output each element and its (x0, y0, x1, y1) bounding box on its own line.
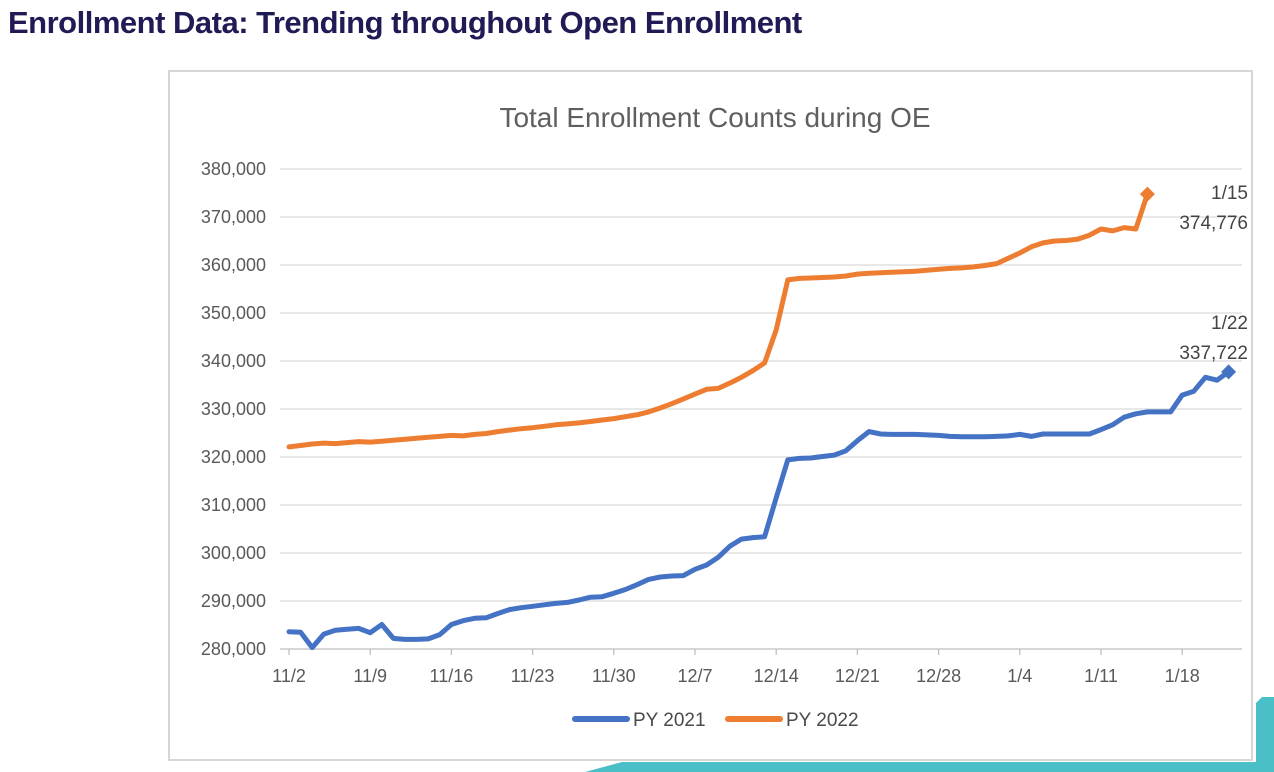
legend-item-py-2021: PY 2021 (572, 710, 706, 731)
svg-text:12/21: 12/21 (835, 666, 880, 686)
svg-text:374,776: 374,776 (1179, 213, 1248, 234)
svg-text:380,000: 380,000 (201, 159, 266, 179)
y-axis-labels: 280,000 290,000 300,000 310,000 320,000 330,0… (201, 159, 266, 659)
svg-text:1/4: 1/4 (1007, 666, 1032, 686)
page-title: Enrollment Data: Trending throughout Ope… (8, 5, 802, 40)
py-2021-line (286, 369, 1232, 651)
svg-text:290,000: 290,000 (201, 591, 266, 611)
py-2022-end-marker (1139, 186, 1155, 202)
enrollment-chart: 280,000 290,000 300,000 310,000 320,000 330,0… (201, 102, 1248, 731)
svg-text:300,000: 300,000 (201, 543, 266, 563)
svg-text:370,000: 370,000 (201, 207, 266, 227)
chart-card: 280,000 290,000 300,000 310,000 320,000 330,0… (168, 70, 1253, 761)
svg-text:360,000: 360,000 (201, 255, 266, 275)
svg-text:350,000: 350,000 (201, 303, 266, 323)
svg-text:PY 2022: PY 2022 (786, 710, 859, 731)
py-2021-end-marker (1221, 364, 1237, 380)
svg-text:12/14: 12/14 (754, 666, 799, 686)
svg-text:11/9: 11/9 (353, 666, 387, 686)
svg-text:330,000: 330,000 (201, 399, 266, 419)
py-2022-line (286, 191, 1150, 450)
svg-text:1/15: 1/15 (1211, 183, 1248, 204)
chart-title: Total Enrollment Counts during OE (499, 102, 930, 133)
svg-text:337,722: 337,722 (1179, 343, 1248, 364)
svg-text:280,000: 280,000 (201, 639, 266, 659)
x-axis-labels: 11/2 11/9 11/16 11/23 11/30 12/7 12/14 12/21 12/… (272, 666, 1200, 686)
svg-text:PY 2021: PY 2021 (633, 710, 706, 731)
svg-text:310,000: 310,000 (201, 495, 266, 515)
svg-text:12/28: 12/28 (916, 666, 961, 686)
svg-text:320,000: 320,000 (201, 447, 266, 467)
chart-legend: PY 2021 PY 2022 (572, 710, 859, 731)
legend-item-py-2022: PY 2022 (725, 710, 859, 731)
svg-text:11/23: 11/23 (511, 666, 555, 686)
svg-text:1/22: 1/22 (1211, 313, 1248, 334)
x-axis-ticks (288, 649, 1183, 655)
svg-text:11/30: 11/30 (592, 666, 636, 686)
svg-text:11/2: 11/2 (272, 666, 306, 686)
gridlines (280, 168, 1242, 602)
svg-text:1/11: 1/11 (1084, 666, 1118, 686)
svg-text:1/18: 1/18 (1165, 666, 1200, 686)
svg-text:12/7: 12/7 (677, 666, 712, 686)
svg-text:11/16: 11/16 (430, 666, 474, 686)
end-point-annotations: 1/15 374,776 1/22 337,722 (1179, 183, 1248, 364)
svg-text:340,000: 340,000 (201, 351, 266, 371)
